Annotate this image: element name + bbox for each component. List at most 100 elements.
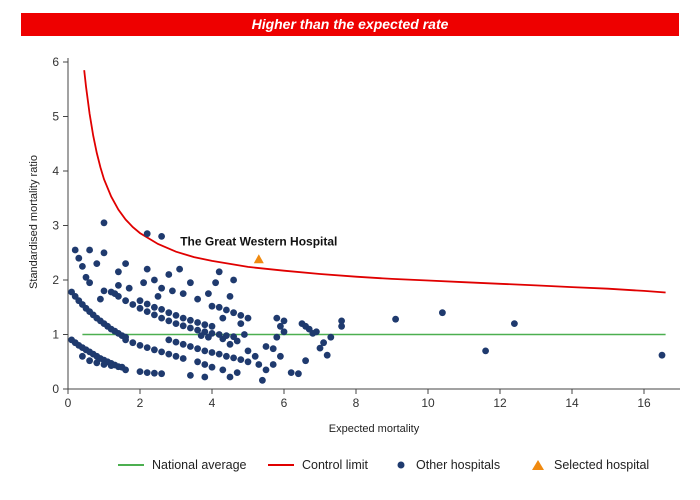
hospital-point[interactable] (169, 287, 176, 295)
hospital-point[interactable] (223, 306, 230, 314)
hospital-point[interactable] (259, 376, 266, 384)
hospital-point[interactable] (205, 333, 212, 341)
hospital-point[interactable] (439, 309, 446, 317)
selected-hospital-marker[interactable] (253, 254, 264, 264)
hospital-point[interactable] (309, 330, 317, 337)
hospital-point[interactable] (251, 352, 259, 360)
hospital-point[interactable] (107, 288, 115, 296)
hospital-point[interactable] (233, 337, 241, 345)
hospital-point[interactable] (273, 333, 281, 341)
hospital-point[interactable] (244, 347, 252, 355)
hospital-point[interactable] (143, 344, 151, 351)
hospital-point[interactable] (151, 311, 158, 319)
hospital-point[interactable] (302, 357, 309, 365)
hospital-point[interactable] (187, 372, 194, 379)
hospital-point[interactable] (208, 302, 216, 310)
hospital-point[interactable] (187, 343, 194, 350)
hospital-point[interactable] (658, 351, 666, 359)
hospital-point[interactable] (115, 268, 122, 276)
hospital-point[interactable] (230, 354, 238, 362)
hospital-point[interactable] (122, 366, 129, 374)
hospital-point[interactable] (93, 359, 101, 367)
hospital-point[interactable] (136, 304, 144, 312)
hospital-point[interactable] (158, 233, 166, 240)
hospital-point[interactable] (158, 306, 166, 313)
hospital-point[interactable] (86, 279, 93, 287)
hospital-point[interactable] (226, 293, 234, 300)
hospital-point[interactable] (79, 352, 86, 360)
hospital-point[interactable] (143, 230, 151, 238)
hospital-point[interactable] (187, 316, 194, 324)
hospital-point[interactable] (215, 268, 223, 276)
hospital-point[interactable] (122, 260, 129, 267)
hospital-point[interactable] (219, 366, 227, 374)
hospital-point[interactable] (277, 322, 284, 330)
hospital-point[interactable] (280, 328, 288, 336)
hospital-point[interactable] (237, 356, 245, 363)
hospital-point[interactable] (107, 362, 115, 369)
hospital-point[interactable] (143, 265, 151, 273)
hospital-point[interactable] (215, 303, 223, 311)
hospital-point[interactable] (269, 361, 277, 368)
hospital-point[interactable] (100, 219, 108, 227)
hospital-point[interactable] (205, 290, 212, 297)
hospital-point[interactable] (194, 326, 202, 334)
hospital-point[interactable] (233, 369, 241, 376)
hospital-point[interactable] (154, 293, 162, 300)
hospital-point[interactable] (226, 373, 234, 381)
hospital-point[interactable] (86, 357, 93, 365)
hospital-point[interactable] (179, 355, 187, 362)
hospital-point[interactable] (115, 282, 122, 289)
hospital-point[interactable] (158, 314, 166, 322)
hospital-point[interactable] (194, 319, 202, 326)
hospital-point[interactable] (97, 295, 104, 303)
hospital-point[interactable] (201, 347, 209, 355)
hospital-point[interactable] (197, 332, 205, 339)
hospital-point[interactable] (187, 324, 194, 332)
hospital-point[interactable] (100, 249, 108, 257)
hospital-point[interactable] (122, 336, 129, 344)
hospital-point[interactable] (136, 297, 144, 305)
hospital-point[interactable] (287, 369, 295, 376)
hospital-point[interactable] (244, 314, 252, 322)
hospital-point[interactable] (273, 314, 281, 322)
hospital-point[interactable] (244, 358, 252, 366)
hospital-point[interactable] (230, 276, 238, 284)
hospital-point[interactable] (201, 373, 209, 381)
hospital-point[interactable] (172, 352, 180, 360)
hospital-point[interactable] (71, 246, 79, 254)
hospital-point[interactable] (179, 340, 187, 348)
hospital-point[interactable] (219, 314, 227, 322)
hospital-point[interactable] (255, 361, 263, 368)
hospital-point[interactable] (172, 338, 180, 346)
hospital-point[interactable] (280, 317, 288, 325)
hospital-point[interactable] (115, 293, 122, 300)
hospital-point[interactable] (269, 345, 277, 353)
hospital-point[interactable] (151, 303, 158, 311)
hospital-point[interactable] (179, 290, 187, 297)
hospital-point[interactable] (237, 320, 245, 327)
hospital-point[interactable] (212, 279, 220, 287)
hospital-point[interactable] (230, 309, 238, 317)
hospital-point[interactable] (129, 301, 137, 308)
hospital-point[interactable] (140, 279, 148, 287)
hospital-point[interactable] (86, 246, 93, 254)
hospital-point[interactable] (100, 361, 108, 368)
hospital-point[interactable] (323, 351, 331, 359)
hospital-point[interactable] (158, 284, 166, 292)
hospital-point[interactable] (82, 273, 90, 281)
hospital-point[interactable] (79, 263, 86, 270)
hospital-point[interactable] (93, 260, 101, 267)
hospital-point[interactable] (172, 312, 180, 319)
hospital-point[interactable] (208, 322, 216, 330)
hospital-point[interactable] (151, 369, 158, 377)
hospital-point[interactable] (262, 343, 270, 350)
hospital-point[interactable] (179, 322, 187, 330)
hospital-point[interactable] (158, 348, 166, 356)
hospital-point[interactable] (165, 317, 173, 325)
hospital-point[interactable] (165, 350, 173, 358)
hospital-point[interactable] (75, 254, 83, 262)
hospital-point[interactable] (201, 361, 209, 368)
hospital-point[interactable] (316, 344, 324, 352)
hospital-point[interactable] (295, 370, 302, 378)
